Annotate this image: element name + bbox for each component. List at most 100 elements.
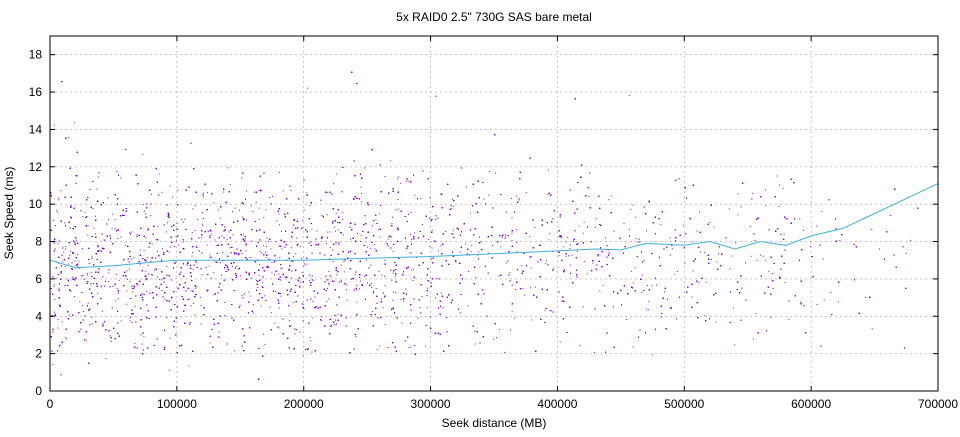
- scatter-point: [396, 210, 397, 211]
- scatter-point: [246, 191, 247, 192]
- scatter-point: [729, 268, 730, 269]
- scatter-point: [296, 238, 297, 239]
- scatter-point: [453, 230, 454, 231]
- scatter-point: [608, 199, 609, 200]
- scatter-point: [413, 269, 414, 270]
- scatter-point: [303, 355, 304, 356]
- scatter-point: [583, 306, 584, 307]
- scatter-point: [144, 250, 145, 251]
- scatter-point: [506, 263, 507, 264]
- scatter-point: [126, 304, 127, 305]
- scatter-point: [171, 280, 172, 281]
- scatter-point: [184, 219, 185, 220]
- scatter-point: [117, 238, 118, 239]
- scatter-point: [635, 217, 636, 218]
- scatter-point: [411, 270, 412, 271]
- scatter-point: [642, 275, 643, 276]
- scatter-point: [53, 286, 54, 287]
- scatter-point: [259, 251, 260, 252]
- scatter-point: [148, 265, 149, 266]
- scatter-point: [206, 267, 207, 268]
- scatter-point: [234, 350, 235, 351]
- scatter-point: [607, 332, 608, 333]
- scatter-point: [135, 347, 136, 348]
- scatter-point: [219, 332, 220, 333]
- scatter-point: [55, 248, 56, 249]
- scatter-point: [252, 211, 253, 212]
- scatter-point: [172, 197, 173, 198]
- scatter-point: [338, 314, 339, 315]
- scatter-point: [405, 289, 406, 290]
- scatter-point: [203, 193, 204, 194]
- scatter-point: [161, 279, 162, 280]
- scatter-point: [77, 254, 78, 255]
- scatter-point: [189, 324, 190, 325]
- scatter-point: [82, 305, 83, 306]
- scatter-point: [432, 258, 433, 259]
- scatter-point: [261, 252, 262, 253]
- scatter-point: [475, 344, 476, 345]
- scatter-point: [145, 271, 146, 272]
- scatter-point: [54, 125, 55, 126]
- scatter-point: [279, 245, 280, 246]
- scatter-point: [92, 323, 93, 324]
- scatter-point: [381, 275, 382, 276]
- scatter-point: [357, 302, 358, 303]
- scatter-point: [512, 217, 513, 218]
- scatter-point: [633, 282, 634, 283]
- scatter-point: [145, 238, 146, 239]
- scatter-point: [567, 237, 568, 238]
- scatter-point: [243, 235, 244, 236]
- scatter-point: [195, 314, 196, 315]
- scatter-point: [141, 334, 142, 335]
- scatter-point: [481, 241, 482, 242]
- scatter-point: [207, 245, 208, 246]
- scatter-point: [613, 306, 614, 307]
- scatter-point: [58, 288, 59, 289]
- scatter-point: [333, 183, 334, 184]
- scatter-point: [381, 299, 382, 300]
- scatter-point: [475, 277, 476, 278]
- scatter-point: [88, 303, 89, 304]
- scatter-point: [259, 208, 260, 209]
- scatter-point: [872, 328, 873, 329]
- scatter-point: [130, 317, 131, 318]
- scatter-point: [371, 283, 372, 284]
- scatter-point: [250, 296, 251, 297]
- scatter-point: [483, 199, 484, 200]
- scatter-point: [265, 209, 266, 210]
- scatter-point: [108, 272, 109, 273]
- scatter-point: [58, 328, 59, 329]
- scatter-point: [360, 281, 361, 282]
- scatter-point: [570, 245, 571, 246]
- scatter-point: [871, 229, 872, 230]
- scatter-point: [166, 266, 167, 267]
- scatter-point: [470, 213, 471, 214]
- scatter-point: [714, 227, 715, 228]
- scatter-point: [120, 178, 121, 179]
- scatter-point: [202, 274, 203, 275]
- y-axis-label: Seek Speed (ms): [2, 167, 16, 260]
- scatter-point: [202, 212, 203, 213]
- scatter-point: [398, 177, 399, 178]
- scatter-point: [770, 317, 771, 318]
- scatter-point: [453, 206, 454, 207]
- scatter-point: [606, 333, 607, 334]
- scatter-point: [213, 272, 214, 273]
- scatter-point: [87, 275, 88, 276]
- scatter-point: [233, 234, 234, 235]
- scatter-point: [74, 242, 75, 243]
- scatter-point: [54, 299, 55, 300]
- scatter-point: [291, 190, 292, 191]
- scatter-point: [577, 251, 578, 252]
- scatter-point: [132, 322, 133, 323]
- scatter-point: [74, 296, 75, 297]
- scatter-point: [803, 230, 804, 231]
- scatter-point: [183, 240, 184, 241]
- scatter-point: [256, 280, 257, 281]
- scatter-point: [667, 299, 668, 300]
- scatter-point: [629, 229, 630, 230]
- scatter-point: [397, 199, 398, 200]
- scatter-point: [545, 263, 546, 264]
- scatter-point: [465, 244, 466, 245]
